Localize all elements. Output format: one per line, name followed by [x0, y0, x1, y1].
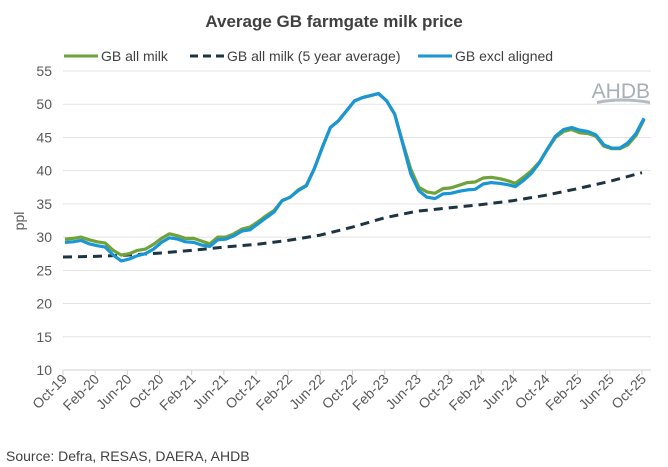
x-tick-label: Feb-25	[542, 371, 585, 414]
x-tick-label: Feb-23	[349, 371, 392, 414]
ahdb-logo: AHDB	[592, 80, 650, 104]
x-tick-label: Feb-21	[156, 371, 199, 414]
series-group	[62, 92, 646, 263]
y-tick-label: 25	[36, 262, 52, 278]
y-tick-label: 20	[36, 296, 52, 312]
logo-swoosh	[597, 98, 650, 104]
y-tick-label: 45	[36, 129, 52, 145]
legend: GB all milk GB all milk (5 year average) G…	[64, 48, 553, 64]
y-axis: 10 15 20 25 30 35 40 45 50 55	[36, 63, 52, 378]
x-tick-label: Jun-23	[382, 371, 424, 413]
gridlines	[63, 70, 651, 371]
y-tick-label: 30	[36, 229, 52, 245]
logo-text: AHDB	[592, 80, 650, 103]
x-tick-label: Jun-21	[189, 371, 231, 413]
legend-label: GB all milk	[101, 48, 169, 64]
y-axis-label: ppl	[11, 212, 27, 231]
x-tick-label: Jun-24	[479, 371, 521, 413]
chart-title: Average GB farmgate milk price	[205, 12, 462, 31]
x-tick-label: Feb-22	[253, 371, 296, 414]
x-tick-label: Jun-20	[93, 371, 135, 413]
y-tick-label: 15	[36, 329, 52, 345]
x-tick-label: Jun-22	[286, 371, 328, 413]
y-tick-label: 50	[36, 96, 52, 112]
series-line-gb-excl-aligned	[64, 92, 646, 263]
x-tick-label: Oct-25	[608, 371, 649, 412]
y-tick-label: 10	[36, 362, 52, 378]
source-note: Source: Defra, RESAS, DAERA, AHDB	[6, 448, 250, 464]
y-tick-label: 55	[36, 63, 52, 79]
y-tick-label: 35	[36, 196, 52, 212]
x-tick-label: Feb-24	[446, 371, 489, 414]
y-tick-label: 40	[36, 163, 52, 179]
x-tick-label: Feb-20	[60, 371, 103, 414]
x-tick-label: Jun-25	[575, 371, 617, 413]
legend-label: GB all milk (5 year average)	[227, 48, 401, 64]
series-line-gb-all-milk	[64, 92, 646, 257]
x-axis: Oct-19Feb-20Jun-20Oct-20Feb-21Jun-21Oct-…	[29, 370, 649, 413]
legend-label: GB excl aligned	[455, 48, 553, 64]
series-line-gb-all-milk-5-year-average	[62, 171, 643, 259]
